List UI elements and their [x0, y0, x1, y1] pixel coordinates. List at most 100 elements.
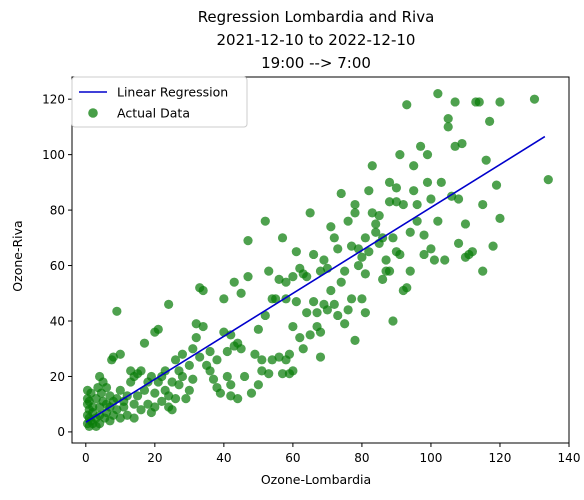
scatter-point: [291, 296, 301, 307]
scatter-point: [426, 194, 436, 204]
scatter-point: [136, 366, 146, 376]
scatter-point: [115, 385, 125, 395]
scatter-point: [264, 266, 274, 276]
y-tick-label: 100: [42, 148, 65, 162]
scatter-point: [315, 327, 326, 337]
scatter-point: [195, 352, 205, 362]
scatter-point: [243, 235, 253, 246]
scatter-point: [333, 310, 343, 321]
scatter-point: [495, 97, 505, 107]
scatter-point: [164, 391, 174, 401]
y-axis-label: Ozone-Riva: [10, 220, 25, 291]
scatter-point: [329, 299, 339, 309]
scatter-point: [312, 308, 322, 318]
scatter-point: [184, 360, 194, 370]
scatter-point: [222, 346, 232, 357]
legend-box: [71, 76, 248, 128]
scatter-point: [491, 180, 502, 190]
scatter-point: [450, 97, 460, 107]
scatter-point: [395, 150, 405, 160]
scatter-point: [457, 138, 467, 149]
scatter-point: [198, 285, 208, 296]
scatter-point: [198, 321, 208, 332]
scatter-point: [208, 374, 219, 384]
x-tick-label: 80: [354, 451, 369, 465]
x-tick-label: 140: [558, 451, 581, 465]
scatter-point: [219, 294, 229, 304]
scatter-point: [253, 324, 263, 334]
scatter-point: [305, 208, 315, 218]
x-tick-label: 0: [82, 451, 90, 465]
y-axis-ticks: 0 20 40 60 80 100 120: [42, 92, 72, 439]
scatter-point: [450, 141, 460, 151]
scatter-point: [340, 266, 350, 276]
scatter-point: [357, 294, 367, 304]
scatter-point: [302, 272, 312, 282]
scatter-point: [367, 208, 377, 218]
scatter-point: [474, 97, 484, 107]
scatter-point: [136, 405, 146, 415]
y-tick-label: 80: [50, 203, 65, 217]
x-tick-label: 60: [285, 451, 300, 465]
scatter-point: [529, 94, 540, 104]
scatter-point: [478, 199, 488, 210]
scatter-point: [150, 388, 160, 398]
scatter-point: [236, 344, 246, 354]
scatter-point: [288, 272, 298, 282]
scatter-point: [353, 260, 364, 271]
scatter-point: [277, 369, 288, 379]
scatter-point: [122, 410, 132, 420]
chart-title-line-1: Regression Lombardia and Riva: [198, 8, 435, 26]
scatter-point: [412, 199, 422, 210]
scatter-point: [412, 216, 422, 226]
y-tick-label: 0: [57, 425, 65, 439]
scatter-point: [322, 305, 332, 315]
x-axis-ticks: 0 20 40 60 80 100 120 140: [82, 443, 580, 465]
scatter-point: [402, 100, 412, 110]
scatter-point: [274, 352, 284, 362]
scatter-point: [181, 394, 191, 404]
y-tick-label: 120: [42, 92, 65, 106]
scatter-point: [495, 213, 505, 224]
scatter-point: [364, 186, 374, 196]
scatter-point: [443, 113, 453, 124]
scatter-point: [415, 141, 426, 151]
scatter-point: [264, 369, 274, 379]
scatter-point: [257, 366, 267, 376]
scatter-point: [115, 349, 125, 359]
scatter-point: [281, 277, 291, 287]
scatter-point: [153, 324, 163, 334]
scatter-point: [364, 247, 374, 257]
scatter-point: [374, 211, 384, 221]
scatter-point: [143, 399, 153, 409]
scatter-point: [150, 402, 160, 412]
scatter-point: [402, 283, 412, 293]
scatter-point: [371, 219, 381, 229]
scatter-point: [409, 161, 419, 171]
scatter-point: [302, 308, 312, 318]
x-tick-label: 40: [216, 451, 231, 465]
y-tick-label: 20: [50, 370, 65, 384]
scatter-point: [329, 233, 339, 243]
scatter-point: [343, 305, 353, 315]
scatter-point: [360, 269, 370, 279]
scatter-point: [212, 355, 222, 365]
scatter-point: [167, 377, 177, 387]
scatter-point: [205, 346, 215, 357]
scatter-point: [129, 413, 139, 423]
scatter-point: [170, 355, 181, 365]
scatter-point: [381, 255, 391, 265]
scatter-point: [443, 122, 453, 132]
scatter-point: [146, 371, 156, 382]
scatter-point: [453, 194, 464, 204]
scatter-point: [391, 197, 402, 207]
scatter-point: [170, 394, 181, 404]
x-tick-label: 100: [419, 451, 442, 465]
scatter-point: [274, 274, 284, 285]
scatter-point: [191, 333, 201, 343]
scatter-point: [384, 266, 395, 276]
x-tick-label: 20: [147, 451, 162, 465]
x-tick-label: 120: [489, 451, 512, 465]
scatter-point: [478, 266, 488, 276]
